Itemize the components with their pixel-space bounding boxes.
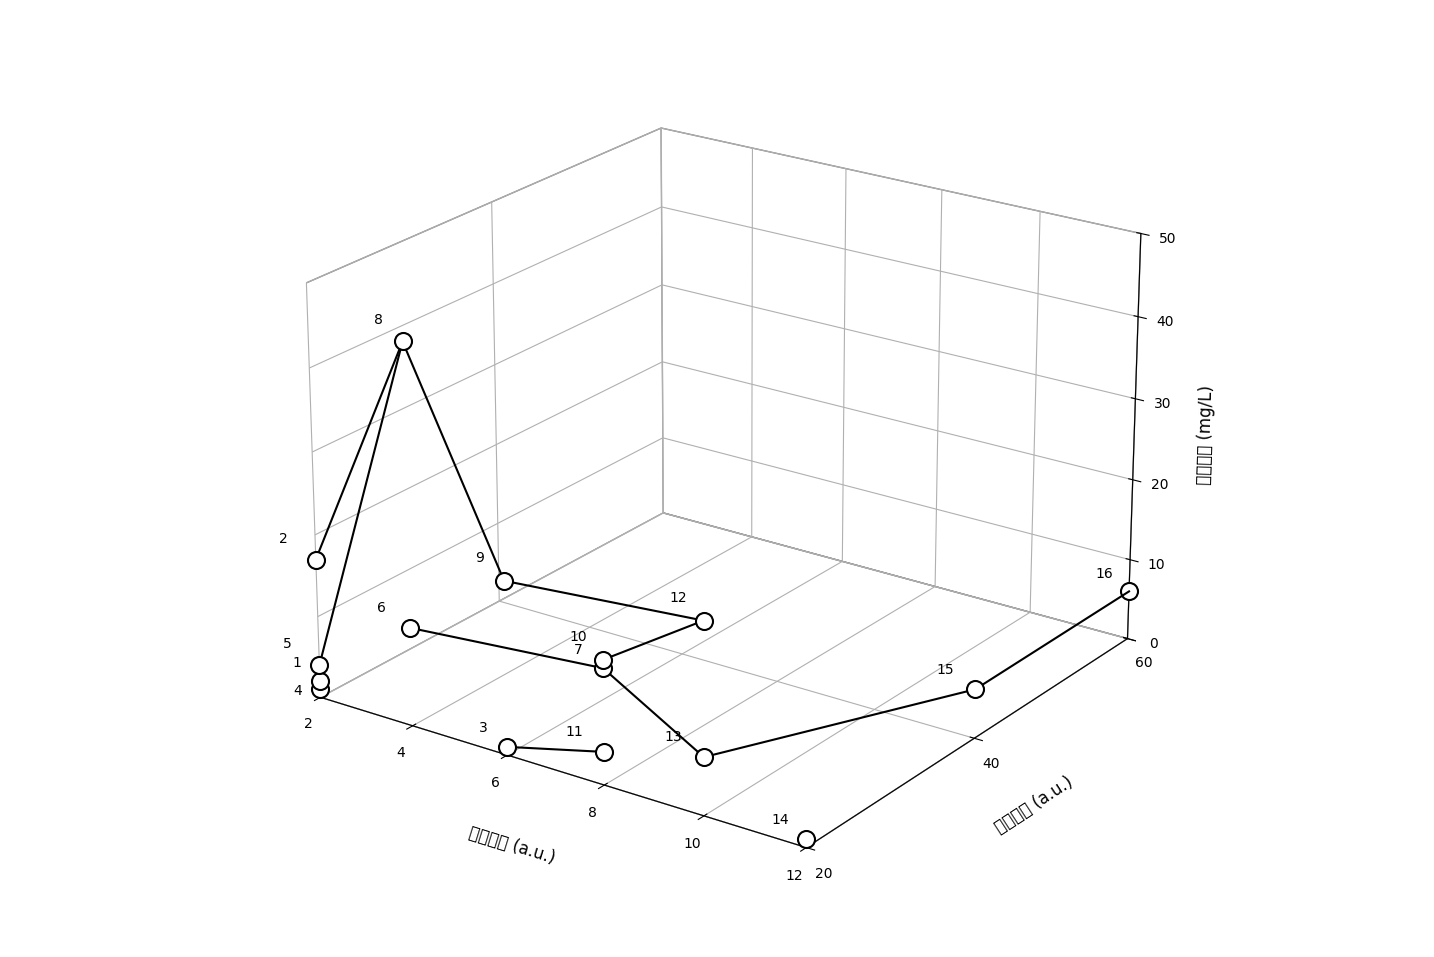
Y-axis label: 下游表达 (a.u.): 下游表达 (a.u.)	[991, 772, 1076, 836]
X-axis label: 上游表达 (a.u.): 上游表达 (a.u.)	[467, 823, 558, 867]
